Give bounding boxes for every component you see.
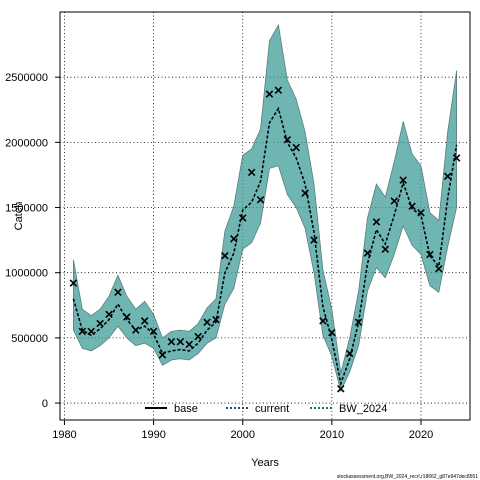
data-point xyxy=(381,245,390,254)
data-point xyxy=(149,327,158,336)
data-point xyxy=(390,197,399,205)
legend: base current BW_2024 xyxy=(145,403,387,415)
x-tick-label: 2020 xyxy=(409,429,433,441)
data-point xyxy=(131,326,140,334)
series-line-bw-2024 xyxy=(72,106,458,387)
y-tick-label: 2500000 xyxy=(5,72,48,84)
data-point xyxy=(328,328,336,337)
data-point xyxy=(399,176,407,184)
data-point xyxy=(336,384,345,393)
x-tick-label: 2000 xyxy=(230,429,254,441)
x-tick-label: 1990 xyxy=(141,429,165,441)
data-point xyxy=(69,279,78,287)
data-point xyxy=(265,90,274,98)
data-point xyxy=(221,251,229,260)
legend-label: current xyxy=(255,403,289,415)
plot-frame xyxy=(59,11,471,421)
y-tick-label: 2000000 xyxy=(5,137,48,149)
data-point xyxy=(292,143,300,152)
data-point xyxy=(310,236,318,244)
x-axis-title: Years xyxy=(251,457,279,469)
observed-points xyxy=(69,86,461,393)
x-tick-label: 2010 xyxy=(320,429,344,441)
data-point xyxy=(426,250,434,259)
data-point xyxy=(212,315,220,324)
fit-line xyxy=(72,106,458,387)
data-point xyxy=(194,332,202,341)
legend-label: BW_2024 xyxy=(339,403,387,415)
data-point xyxy=(87,327,95,336)
data-point xyxy=(408,202,416,210)
data-point xyxy=(283,135,292,144)
data-point xyxy=(238,214,247,222)
y-tick-label: 1500000 xyxy=(5,203,48,215)
data-point xyxy=(443,172,452,181)
data-point xyxy=(363,249,372,257)
data-point xyxy=(167,338,176,346)
data-point xyxy=(256,195,265,204)
x-axis: 1980 1990 2000 2010 2020 xyxy=(52,420,433,441)
data-point xyxy=(452,154,461,162)
data-point xyxy=(247,168,256,177)
data-point xyxy=(372,218,381,226)
data-point xyxy=(301,189,309,197)
data-point xyxy=(96,319,104,328)
y-tick-label: 0 xyxy=(42,398,48,410)
legend-label: base xyxy=(174,403,198,415)
data-point xyxy=(78,327,87,336)
data-point xyxy=(203,318,211,327)
data-point xyxy=(140,317,149,325)
watermark-text: stockassessment.org,BW_2024_recrl,r18662… xyxy=(337,474,478,480)
confidence-band xyxy=(73,23,458,393)
data-point xyxy=(158,351,167,359)
data-point xyxy=(417,208,425,217)
y-axis: 0 500000 1000000 1500000 2000000 2500000 xyxy=(5,72,60,410)
y-axis-title: Catch xyxy=(13,202,25,231)
x-tick-label: 1980 xyxy=(52,429,76,441)
data-point xyxy=(230,235,238,243)
data-point xyxy=(176,338,185,346)
confidence-band-area xyxy=(73,23,458,393)
data-point xyxy=(274,86,283,94)
data-point xyxy=(354,318,363,327)
data-point xyxy=(319,317,327,325)
data-point xyxy=(105,310,113,319)
data-point xyxy=(435,265,443,273)
data-point xyxy=(345,349,354,358)
y-tick-label: 1000000 xyxy=(5,268,48,280)
y-tick-label: 500000 xyxy=(11,333,48,345)
data-point xyxy=(114,288,122,297)
data-point xyxy=(123,313,131,321)
data-point xyxy=(185,340,194,349)
